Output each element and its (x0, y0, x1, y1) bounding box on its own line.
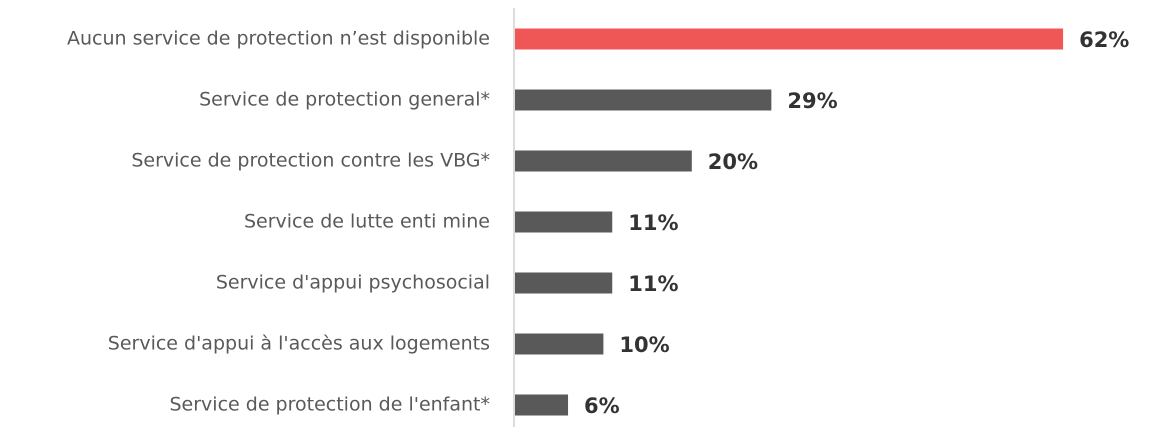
category-label: Service d'appui à l'accès aux logements (108, 333, 490, 355)
bar (515, 150, 692, 172)
category-label: Service d'appui psychosocial (216, 272, 490, 294)
category-label: Service de protection contre les VBG* (131, 150, 490, 172)
bar (515, 28, 1064, 50)
category-label: Service de protection de l'enfant* (170, 394, 491, 416)
bar (515, 89, 772, 111)
value-label: 20% (708, 150, 758, 174)
value-label: 62% (1079, 28, 1129, 52)
category-label: Service de protection general* (199, 89, 490, 111)
value-label: 11% (628, 211, 678, 235)
category-label: Aucun service de protection n’est dispon… (67, 28, 490, 50)
value-label: 11% (628, 272, 678, 296)
bar (515, 394, 569, 416)
category-label: Service de lutte enti mine (244, 211, 490, 233)
bar (515, 272, 613, 294)
bar (515, 333, 604, 355)
value-label: 10% (619, 333, 669, 357)
value-label: 6% (584, 394, 620, 418)
value-label: 29% (787, 89, 837, 113)
bar (515, 211, 613, 233)
